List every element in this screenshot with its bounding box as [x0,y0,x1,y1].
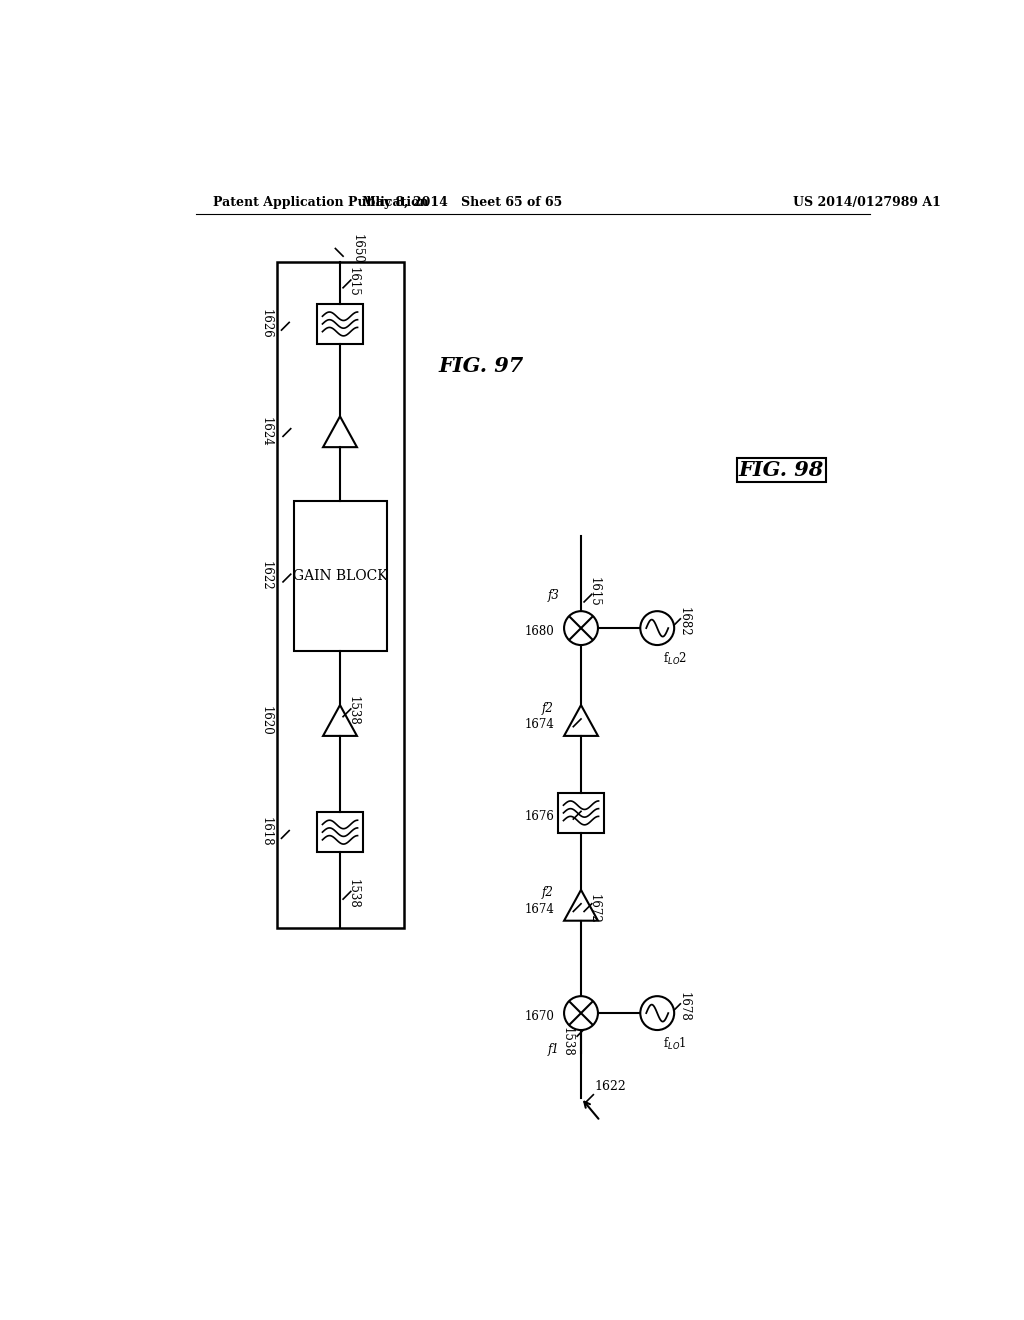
Circle shape [640,997,674,1030]
Text: f$_{LO}$2: f$_{LO}$2 [664,651,687,667]
Bar [276,263,403,928]
Text: f2: f2 [542,702,554,714]
Text: 1538: 1538 [346,879,359,908]
Polygon shape [564,890,598,921]
Text: f3: f3 [548,589,559,602]
Text: May 8, 2014   Sheet 65 of 65: May 8, 2014 Sheet 65 of 65 [361,195,562,209]
Text: FIG. 98: FIG. 98 [739,461,824,480]
Bar [558,793,604,833]
Polygon shape [564,705,598,737]
Text: GAIN BLOCK: GAIN BLOCK [293,569,387,582]
Text: 1650: 1650 [351,234,364,264]
Bar [294,502,387,651]
Text: 1626: 1626 [259,309,272,339]
Polygon shape [323,705,357,737]
Text: f1: f1 [548,1043,559,1056]
Text: 1615: 1615 [346,267,359,297]
Bar [316,812,364,853]
Polygon shape [323,416,357,447]
Text: 1674: 1674 [524,718,554,731]
Text: Patent Application Publication: Patent Application Publication [213,195,428,209]
Text: 1678: 1678 [677,993,690,1022]
Circle shape [564,611,598,645]
Text: US 2014/0127989 A1: US 2014/0127989 A1 [793,195,941,209]
Text: 1676: 1676 [524,810,554,824]
Bar [316,304,364,345]
Text: 1538: 1538 [560,1027,573,1056]
Text: f$_{LO}$1: f$_{LO}$1 [664,1036,687,1052]
Circle shape [564,997,598,1030]
Text: 1624: 1624 [259,417,272,446]
Text: 1672: 1672 [587,894,600,924]
Text: f2: f2 [542,887,554,899]
Text: 1618: 1618 [259,817,272,847]
Text: 1620: 1620 [259,706,272,735]
Text: 1622: 1622 [259,561,272,590]
Text: FIG. 97: FIG. 97 [438,356,524,376]
Circle shape [640,611,674,645]
Text: 1682: 1682 [677,607,690,636]
Text: 1674: 1674 [524,903,554,916]
Text: 1622: 1622 [595,1080,627,1093]
Text: 1670: 1670 [524,1010,554,1023]
Text: 1680: 1680 [524,626,554,639]
Text: 1538: 1538 [346,697,359,726]
Text: 1615: 1615 [587,577,600,607]
